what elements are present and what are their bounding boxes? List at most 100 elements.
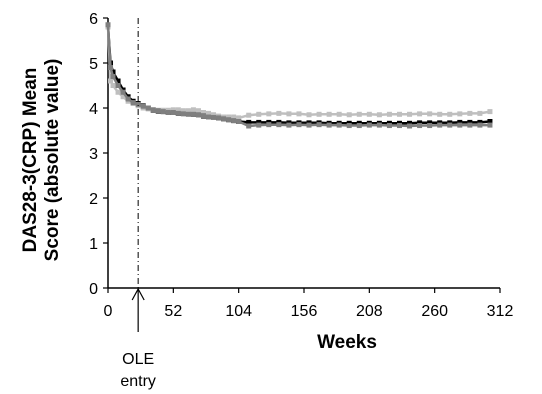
- y-tick-label: 4: [89, 101, 98, 118]
- y-tick-label: 5: [89, 56, 98, 73]
- series-3-point: [276, 122, 282, 128]
- series-3-point: [160, 109, 166, 115]
- series-1-point: [246, 119, 252, 125]
- series-2-point: [170, 107, 176, 113]
- series-3-point: [306, 122, 312, 128]
- series-3-point: [477, 122, 483, 128]
- series-2-point: [346, 112, 352, 118]
- series-3-point: [246, 123, 252, 129]
- x-axis-title: Weeks: [317, 332, 377, 353]
- series-2-point: [447, 111, 453, 117]
- y-tick-label: 0: [89, 281, 98, 298]
- series-3-point: [231, 118, 237, 124]
- series-3-point: [206, 114, 212, 120]
- x-tick-label: 156: [291, 303, 318, 320]
- series-2-point: [427, 111, 433, 117]
- series-3-point: [487, 122, 493, 128]
- series-3-point: [216, 115, 222, 121]
- series-2-point: [396, 111, 402, 117]
- annotation-layer: OLE entry: [120, 18, 156, 390]
- series-3-point: [346, 123, 352, 129]
- series-1-point: [487, 119, 493, 124]
- series-2-point: [286, 111, 292, 117]
- series-2-point: [110, 83, 116, 88]
- series-1-point: [467, 119, 473, 125]
- series-3-point: [145, 105, 151, 111]
- series-3-point: [115, 83, 121, 88]
- series-3-point: [437, 122, 443, 128]
- series-3-point: [135, 101, 141, 107]
- series-3-point: [180, 111, 186, 117]
- series-3-point: [200, 113, 206, 119]
- series-2-point: [115, 89, 121, 95]
- series-2-point: [236, 115, 242, 121]
- series-1-point: [407, 120, 413, 126]
- series-1-point: [477, 119, 483, 125]
- series-3-point: [447, 122, 453, 128]
- series-2-point: [386, 111, 392, 117]
- series-3-point: [326, 122, 332, 128]
- series-2-point: [185, 108, 191, 114]
- series-3-point: [185, 111, 191, 117]
- series-3-point: [286, 122, 292, 128]
- series-3-point: [396, 123, 402, 129]
- series-1-point: [457, 119, 463, 125]
- series-3-point: [120, 89, 126, 95]
- x-tick-label: 52: [164, 303, 182, 320]
- series-2-point: [306, 112, 312, 118]
- series-2-point: [190, 107, 196, 113]
- series-3-point: [236, 119, 242, 124]
- series-2: [105, 24, 493, 121]
- series-3-point: [256, 122, 262, 128]
- series-3-point: [296, 122, 302, 128]
- series-2-point: [226, 114, 232, 120]
- series-3-point: [226, 117, 232, 123]
- series-2-point: [336, 111, 342, 117]
- series-2-point: [231, 114, 237, 120]
- series-3-point: [195, 112, 201, 118]
- axis-ticks: 0 1 2 3 4 5 6 0 52 104 156 208 260 312: [89, 11, 513, 320]
- series-1-point: [115, 78, 121, 84]
- series-3-point: [366, 122, 372, 128]
- series-2-point: [206, 110, 212, 116]
- series-3-point: [175, 110, 181, 116]
- ole-entry-arrow-icon: [131, 287, 145, 301]
- series-3-point: [386, 123, 392, 129]
- series-3-point: [105, 22, 111, 28]
- y-tick-label: 2: [89, 191, 98, 208]
- y-tick-label: 6: [89, 11, 98, 28]
- series-2-point: [256, 111, 262, 117]
- series-3-point: [266, 122, 272, 128]
- series-2-point: [180, 108, 186, 114]
- series-2-point: [467, 110, 473, 116]
- series-1-point: [256, 119, 262, 125]
- series-2-point: [316, 111, 322, 117]
- series-2-point: [417, 111, 423, 117]
- series-3-point: [108, 65, 114, 70]
- series-3-point: [155, 108, 161, 114]
- y-tick-label: 3: [89, 146, 98, 163]
- series-2-point: [376, 112, 382, 118]
- series-2-point: [246, 112, 252, 118]
- series-3-point: [417, 123, 423, 129]
- ole-entry-label-line-2: entry: [120, 373, 156, 390]
- series-3-point: [407, 123, 413, 129]
- series-3-point: [356, 123, 362, 129]
- series-3-point: [170, 110, 176, 115]
- series-3-point: [211, 114, 217, 120]
- x-tick-label: 104: [225, 303, 252, 320]
- x-tick-label: 0: [104, 303, 113, 320]
- y-axis-title-line-1: DAS28-3(CRP) Mean: [20, 68, 41, 253]
- series-3-point: [457, 122, 463, 128]
- series-2-point: [108, 78, 114, 84]
- x-tick-label: 208: [356, 303, 383, 320]
- series-3-point: [165, 110, 171, 115]
- series-2-point: [195, 108, 201, 114]
- series-1-point: [417, 120, 423, 126]
- series-3-point: [140, 103, 146, 109]
- series-3: [105, 22, 493, 129]
- series-3-point: [125, 96, 131, 102]
- series-3-point: [376, 122, 382, 128]
- series-3-point: [110, 74, 116, 79]
